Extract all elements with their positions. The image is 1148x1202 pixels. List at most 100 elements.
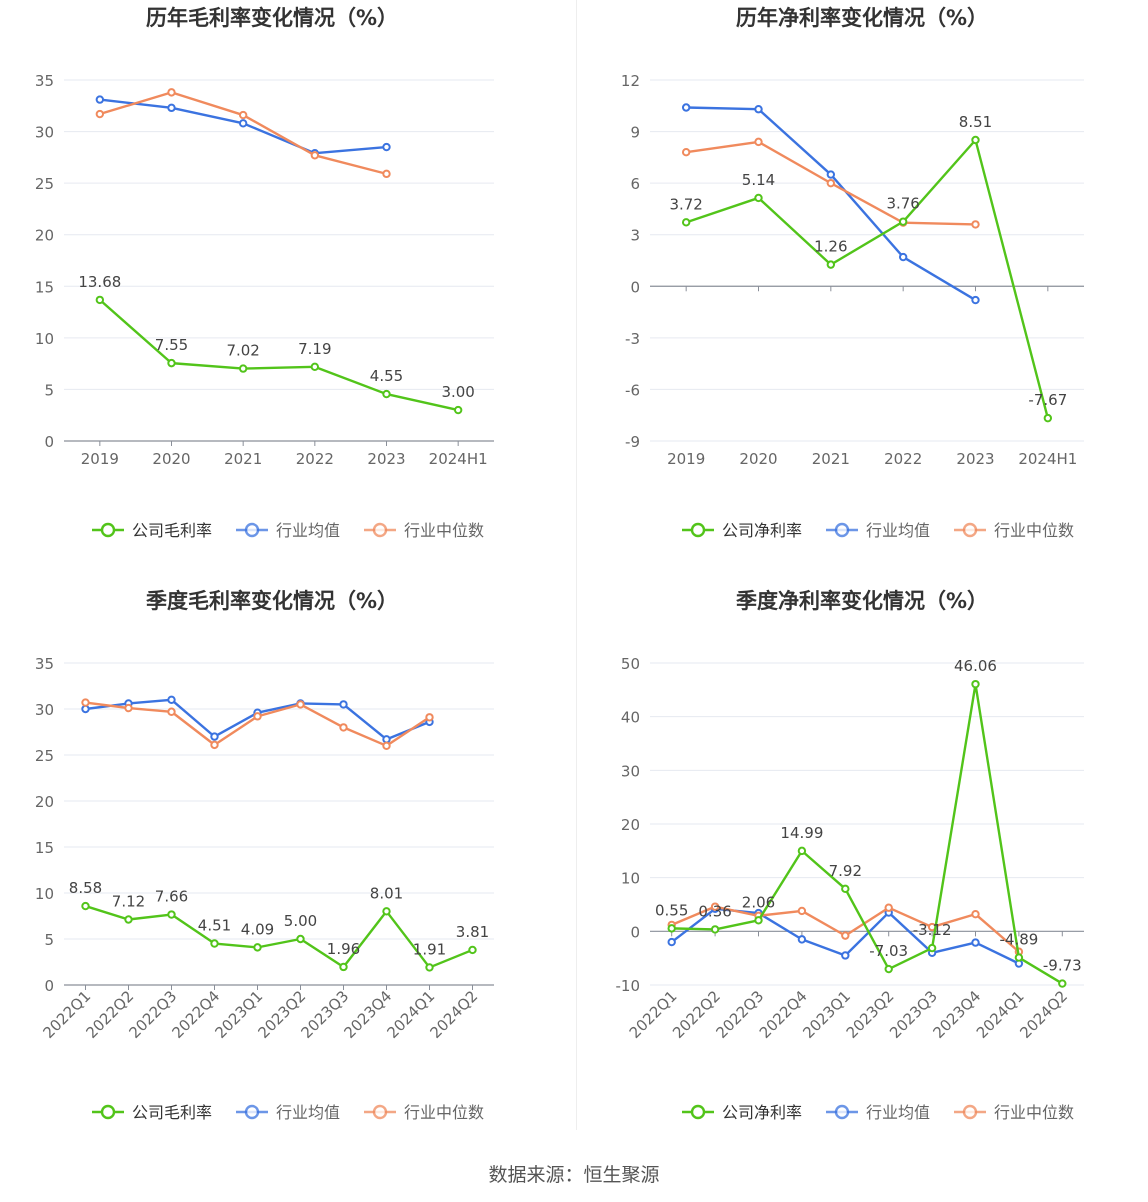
x-tick-label: 2023 — [367, 450, 405, 468]
legend-item: 行业中位数 — [954, 1103, 1074, 1122]
data-label: 4.09 — [241, 920, 274, 938]
data-label: 7.02 — [226, 342, 259, 360]
data-point — [841, 951, 850, 960]
legend-marker-icon — [100, 1104, 116, 1120]
legend-item: 行业均值 — [236, 521, 340, 540]
legend-marker-icon — [834, 522, 850, 538]
legend-label: 行业中位数 — [994, 1103, 1074, 1122]
data-point — [898, 252, 908, 262]
legend-item: 行业中位数 — [364, 1103, 484, 1122]
data-label: 3.76 — [886, 195, 919, 213]
data-point — [310, 151, 320, 160]
data-point — [382, 907, 391, 916]
legend-item: 行业均值 — [236, 1103, 340, 1122]
data-point — [754, 193, 763, 203]
data-point — [339, 962, 348, 972]
data-point — [884, 903, 893, 912]
y-tick-label: 30 — [621, 762, 640, 780]
data-label: 3.00 — [441, 383, 474, 401]
legend-marker-icon — [244, 522, 260, 538]
x-tick-label: 2024Q2 — [1016, 987, 1071, 1042]
data-point — [310, 362, 320, 372]
data-point — [95, 109, 105, 119]
data-point — [453, 405, 463, 415]
data-point — [382, 169, 391, 179]
series-line — [671, 682, 1063, 985]
data-point — [797, 906, 807, 916]
data-point — [238, 110, 248, 120]
data-point — [884, 964, 893, 974]
data-point — [667, 924, 676, 933]
y-tick-label: -9 — [625, 433, 640, 451]
legend-marker-icon — [372, 1104, 388, 1120]
data-point — [81, 704, 90, 714]
data-point — [339, 723, 348, 732]
data-label: 7.66 — [155, 888, 188, 906]
data-point — [971, 135, 980, 145]
y-tick-label: 0 — [44, 433, 54, 451]
data-point — [124, 703, 133, 713]
y-tick-label: 12 — [621, 72, 640, 90]
data-point — [797, 935, 807, 944]
data-point — [210, 740, 219, 750]
legend-item: 公司毛利率 — [92, 1103, 212, 1122]
data-point — [754, 916, 763, 925]
data-label: 0.55 — [655, 901, 688, 919]
data-label: 46.06 — [954, 657, 997, 675]
data-point — [238, 364, 248, 373]
data-source-note: 数据来源：恒生聚源 — [488, 1164, 660, 1186]
legend-item: 行业中位数 — [954, 521, 1074, 540]
y-tick-label: 20 — [621, 816, 640, 834]
y-tick-label: 15 — [35, 278, 54, 296]
data-label: 4.51 — [198, 917, 231, 935]
panel-divider — [576, 0, 577, 1130]
legend-label: 公司毛利率 — [132, 521, 212, 540]
data-point — [253, 712, 262, 721]
x-tick-label: 2020 — [152, 450, 190, 468]
data-label: 1.96 — [327, 940, 360, 958]
quarterly-gross-margin-chart: 季度毛利率变化情况（%）051015202530352022Q12022Q220… — [35, 589, 494, 1122]
data-label: 5.00 — [284, 912, 317, 930]
y-tick-label: 6 — [630, 175, 640, 193]
data-point — [210, 939, 219, 948]
chart-panel-quarterly-net-margin: 季度净利率变化情况（%） -10 0 10 20 30 40 50 2022Q1 2022Q2 20… — [590, 583, 1148, 1165]
y-tick-label: -10 — [616, 977, 641, 995]
y-tick-label: 10 — [35, 330, 54, 348]
data-label: 5.14 — [742, 171, 775, 189]
data-point — [167, 695, 176, 705]
y-tick-label: 35 — [35, 72, 54, 90]
data-label: 3.81 — [456, 923, 489, 941]
data-point — [296, 934, 305, 944]
data-label: 7.55 — [155, 336, 188, 354]
y-tick-label: 25 — [35, 175, 54, 193]
data-point — [841, 931, 850, 940]
y-tick-label: 20 — [35, 227, 54, 245]
data-point — [167, 88, 176, 97]
data-point — [253, 943, 262, 952]
y-tick-label: 50 — [621, 655, 640, 673]
legend-label: 公司净利率 — [722, 1103, 802, 1122]
legend-label: 行业均值 — [276, 1103, 340, 1122]
chart-title: 历年毛利率变化情况（%） — [146, 6, 398, 30]
legend-marker-icon — [690, 522, 706, 538]
x-tick-label: 2019 — [667, 450, 705, 468]
data-label: -4.89 — [999, 931, 1038, 949]
data-point — [681, 148, 691, 157]
legend-marker-icon — [962, 522, 978, 538]
legend-item: 公司净利率 — [682, 1103, 802, 1122]
data-label: -3.12 — [913, 921, 952, 939]
legend-item: 行业均值 — [826, 521, 930, 540]
data-point — [167, 358, 176, 368]
chart-title: 季度净利率变化情况（%） — [736, 589, 988, 613]
series-line — [685, 138, 1049, 419]
x-tick-label: 2022 — [296, 450, 334, 468]
data-point — [167, 103, 176, 113]
data-point — [710, 925, 720, 934]
data-point — [167, 910, 176, 919]
y-tick-label: 5 — [44, 931, 54, 949]
x-tick-label: 2024H1 — [1018, 450, 1077, 468]
data-point — [81, 901, 90, 911]
x-tick-label: 2022 — [884, 450, 922, 468]
data-point — [681, 103, 691, 112]
legend-marker-icon — [834, 1104, 850, 1120]
